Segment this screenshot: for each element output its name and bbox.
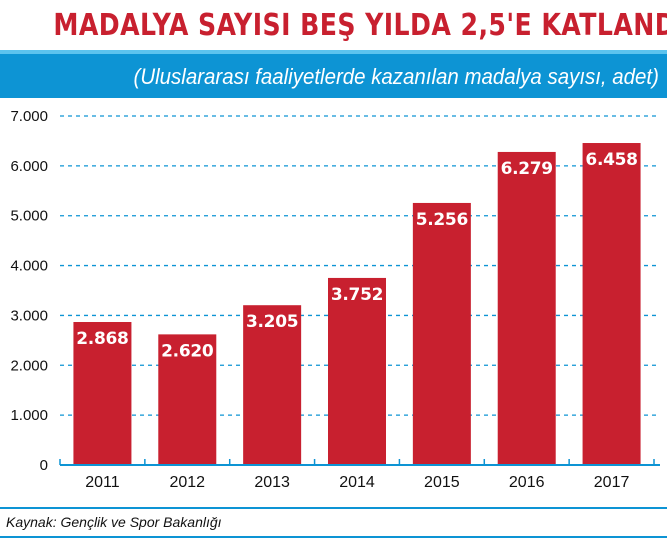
x-tick-label: 2011: [85, 474, 120, 491]
bar-2011: [73, 322, 132, 465]
bar-value-label: 2.620: [161, 341, 214, 361]
bar-2012: [158, 334, 217, 465]
x-tick-label: 2016: [509, 474, 545, 491]
x-axis-tick-labels: 2011 2012 2013 2014 2015 2016 2017: [85, 474, 629, 491]
bar-value-label: 3.205: [246, 312, 298, 332]
bar-2015: [412, 202, 471, 465]
bar-value-label: 6.279: [501, 159, 553, 179]
footer-divider: [0, 507, 667, 509]
bars: [73, 143, 641, 465]
bar-value-label: 5.256: [416, 210, 468, 230]
bar-value-label: 6.458: [585, 150, 637, 170]
y-tick-label: 4.000: [10, 258, 48, 275]
x-tick-label: 2014: [339, 474, 375, 491]
bar-2017: [582, 143, 641, 465]
bar-value-label: 3.752: [331, 285, 383, 305]
y-tick-label: 5.000: [10, 208, 48, 225]
y-tick-label: 1.000: [10, 407, 48, 424]
y-tick-label: 2.000: [10, 357, 48, 374]
x-axis: [59, 459, 660, 466]
bar-2016: [497, 151, 556, 465]
subtitle-band: [0, 50, 667, 98]
bar-value-labels: 2.868 2.620 3.205 3.752 5.256 6.279 6.458: [76, 150, 638, 361]
bar-value-label: 2.868: [76, 329, 128, 349]
bar-2013: [243, 305, 302, 465]
bar-chart: 0 1.000 2.000 3.000 4.000 5.000 6.000 7.000 2.8…: [10, 108, 660, 491]
y-tick-label: 3.000: [10, 307, 48, 324]
x-tick-label: 2012: [169, 474, 205, 491]
y-tick-label: 0: [40, 457, 48, 474]
x-tick-label: 2013: [254, 474, 290, 491]
chart-subtitle: (Uluslararası faaliyetlerde kazanılan ma…: [133, 64, 659, 89]
x-tick-label: 2017: [594, 474, 630, 491]
x-tick-label: 2015: [424, 474, 460, 491]
y-tick-label: 7.000: [10, 108, 48, 125]
chart-title: MADALYA SAYISI BEŞ YILDA 2,5'E KATLANDI: [53, 8, 667, 43]
bar-2014: [328, 277, 386, 465]
subtitle-band-stripe: [0, 50, 667, 54]
source-note: Kaynak: Gençlik ve Spor Bakanlığı: [6, 514, 222, 530]
bottom-border: [0, 536, 667, 538]
y-axis-tick-labels: 0 1.000 2.000 3.000 4.000 5.000 6.000 7.000: [10, 108, 48, 474]
y-tick-label: 6.000: [10, 158, 48, 175]
